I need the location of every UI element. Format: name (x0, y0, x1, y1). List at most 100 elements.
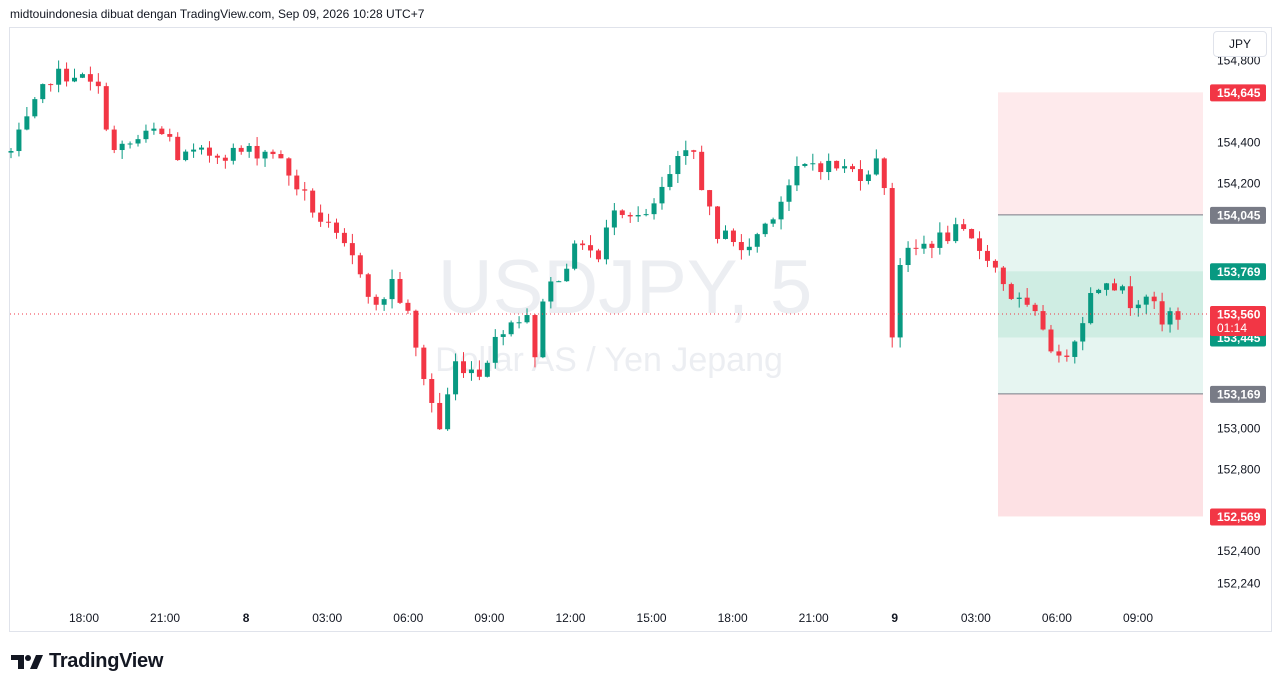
candle (32, 96, 38, 119)
candle-body (595, 250, 601, 260)
candle-body (206, 147, 212, 156)
candle (492, 329, 498, 369)
candle (8, 147, 14, 159)
candle (1000, 266, 1006, 291)
candle-body (278, 154, 284, 159)
candle-body (95, 81, 101, 87)
candle (341, 228, 347, 247)
candle-body (508, 322, 514, 335)
candle (270, 149, 276, 159)
candle-body (818, 163, 824, 173)
candle (992, 259, 998, 273)
candle-body (397, 278, 403, 303)
candle (675, 150, 681, 183)
candle (167, 128, 173, 142)
currency-button[interactable]: JPY (1213, 31, 1267, 57)
candle-body (707, 190, 713, 207)
position-tool[interactable] (998, 92, 1203, 517)
candle (873, 149, 879, 176)
price-tick-label: 152,240 (1217, 577, 1261, 591)
price-tick-label: 152,800 (1217, 462, 1261, 476)
candle-body (254, 145, 260, 159)
entry-price-badge: 154,045 (1210, 206, 1266, 224)
candle (405, 299, 411, 314)
candle-body (945, 232, 951, 242)
candle-body (151, 128, 157, 131)
time-axis[interactable]: 18:00 21:00 8 03:00 06:00 09:00 12:00 15:00 18:0… (69, 611, 1153, 625)
candle-body (445, 394, 451, 430)
candle-body (667, 174, 673, 187)
candle-body (72, 77, 78, 82)
candle-body (175, 136, 181, 161)
candle-body (699, 151, 705, 191)
candle (540, 298, 546, 359)
candle-body (1104, 283, 1110, 290)
stop-lower-badge: 152,569 (1210, 508, 1266, 526)
candle (762, 222, 768, 237)
candle-body (992, 260, 998, 268)
candle (95, 73, 101, 94)
candle (429, 373, 435, 413)
mid-price-badge: 153,169 (1210, 385, 1266, 403)
candle (651, 198, 657, 220)
candle-body (580, 243, 586, 246)
candle (556, 280, 562, 283)
candle (691, 149, 697, 160)
candle-body (897, 265, 903, 338)
candle-body (365, 274, 371, 297)
candle-body (730, 230, 736, 243)
candle (754, 232, 760, 253)
candle-body (722, 230, 728, 239)
tradingview-logo-icon (11, 654, 43, 669)
candle-body (881, 158, 887, 189)
candle (603, 219, 609, 265)
candle-body (977, 238, 983, 251)
candle (24, 106, 30, 131)
chart-frame[interactable] (9, 27, 1272, 632)
candle (921, 235, 927, 254)
candle-body (310, 190, 316, 213)
last-price-badge-bg (1210, 306, 1266, 336)
time-tick-label: 18:00 (69, 611, 99, 625)
candle (175, 132, 181, 161)
candle-body (40, 84, 46, 100)
candle (564, 263, 570, 282)
candle (421, 344, 427, 386)
candle-body (802, 163, 808, 166)
watermark-symbol: USDJPY, 5 (438, 245, 813, 330)
candle (87, 66, 93, 91)
candle-body (1080, 323, 1086, 342)
candle-body (437, 402, 443, 430)
candle-body (778, 201, 784, 220)
candle-body (913, 247, 919, 249)
candle (222, 154, 228, 169)
candle-body (222, 157, 228, 161)
candle-body (476, 369, 482, 377)
candles[interactable] (8, 60, 1181, 431)
candle (1127, 276, 1133, 316)
candle (1064, 349, 1070, 362)
candle-body (683, 150, 689, 157)
candle-body (56, 68, 62, 85)
candle (389, 269, 395, 309)
candle-body (611, 210, 617, 228)
price-axis[interactable]: 154,800 154,400 154,200 153,000 152,800 152,4… (1217, 54, 1261, 591)
candle-body (183, 151, 189, 161)
candle (627, 212, 633, 223)
candle-body (262, 151, 268, 159)
mid-price-badge-bg (1210, 385, 1266, 403)
candle-body (1048, 329, 1054, 352)
candle (238, 145, 244, 155)
candle (151, 122, 157, 135)
candle-body (842, 166, 848, 169)
candle (159, 126, 165, 135)
candle (373, 294, 379, 311)
candle-body (635, 215, 641, 217)
candle (278, 150, 284, 159)
candle-body (524, 315, 530, 323)
candle-body (1024, 297, 1030, 305)
candle-body (1064, 355, 1070, 357)
candle-body (1143, 296, 1149, 305)
